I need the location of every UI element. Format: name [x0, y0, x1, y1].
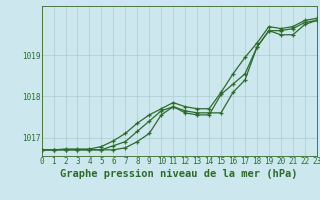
X-axis label: Graphe pression niveau de la mer (hPa): Graphe pression niveau de la mer (hPa): [60, 169, 298, 179]
